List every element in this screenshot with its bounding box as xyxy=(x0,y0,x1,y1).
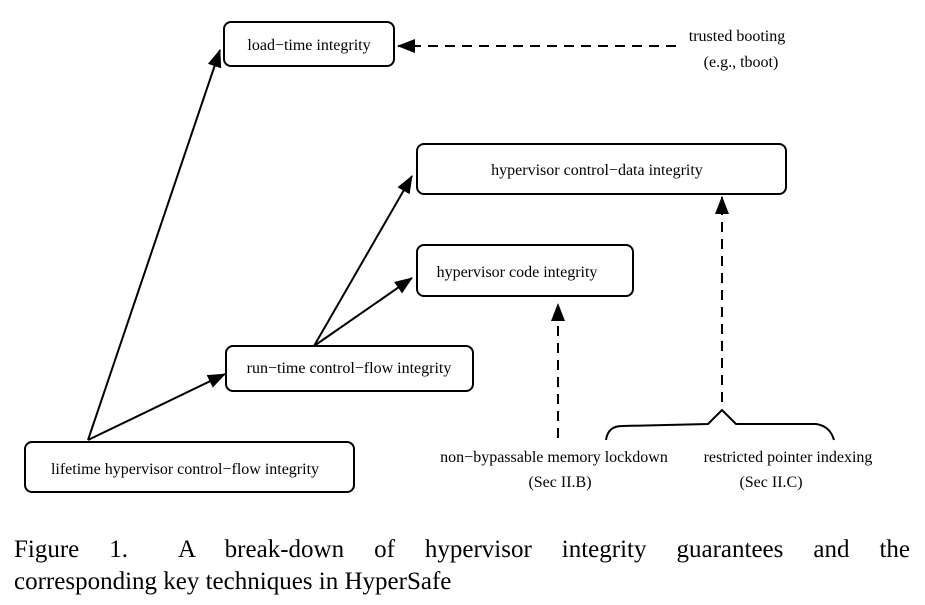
label-memory-lockdown-ref: (Sec II.B) xyxy=(528,474,591,491)
label-pointer-indexing-ref: (Sec II.C) xyxy=(739,474,802,491)
box-lifetime-cfi xyxy=(24,441,355,493)
label-runtime-cfi: run−time control−flow integrity xyxy=(247,360,452,377)
box-load-time-integrity xyxy=(223,21,395,67)
arrow-runtime-to-controldata xyxy=(313,175,413,347)
arrow-runtime-to-code xyxy=(313,277,413,347)
box-code-integrity xyxy=(416,244,634,297)
caption-line-2: corresponding key techniques in HyperSaf… xyxy=(14,568,452,595)
label-memory-lockdown: non−bypassable memory lockdown xyxy=(440,449,668,466)
arrow-lifetime-to-runtime xyxy=(87,373,226,441)
box-runtime-cfi xyxy=(225,345,474,392)
solid-arrows xyxy=(87,49,413,441)
label-tboot: (e.g., tboot) xyxy=(704,54,779,71)
label-control-data-integrity: hypervisor control−data integrity xyxy=(491,162,703,179)
integrity-diagram: load−time integrity hypervisor control−d… xyxy=(24,21,873,493)
node-boxes xyxy=(24,21,787,493)
caption-line-1: Figure 1. A break-down of hypervisor int… xyxy=(14,536,910,563)
label-lifetime-cfi: lifetime hypervisor control−flow integri… xyxy=(51,461,319,478)
label-load-time-integrity: load−time integrity xyxy=(247,37,370,54)
figure-caption: Figure 1. A break-down of hypervisor int… xyxy=(14,534,910,598)
label-pointer-indexing: restricted pointer indexing xyxy=(704,449,873,466)
box-control-data-integrity xyxy=(416,143,787,195)
dashed-arrows xyxy=(397,39,729,438)
label-trusted-booting: trusted booting xyxy=(689,28,785,45)
label-code-integrity: hypervisor code integrity xyxy=(437,264,598,281)
technique-brace xyxy=(605,408,835,441)
arrow-lifetime-to-loadtime xyxy=(87,49,222,441)
